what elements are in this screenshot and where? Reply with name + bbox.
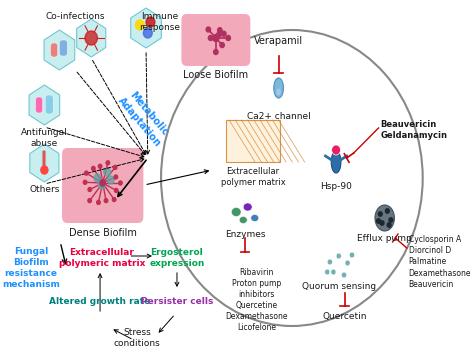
Text: Loose Biofilm: Loose Biofilm <box>183 70 248 80</box>
Circle shape <box>220 43 224 48</box>
Circle shape <box>385 209 389 213</box>
Circle shape <box>118 181 122 185</box>
FancyBboxPatch shape <box>36 97 43 113</box>
Text: Ca2+ channel: Ca2+ channel <box>247 112 310 121</box>
Circle shape <box>222 31 226 36</box>
Text: Altered growth rate: Altered growth rate <box>48 297 150 306</box>
FancyBboxPatch shape <box>182 14 250 66</box>
Text: Quercetin: Quercetin <box>323 312 367 321</box>
Ellipse shape <box>276 88 281 95</box>
Circle shape <box>389 218 393 222</box>
Circle shape <box>88 199 91 203</box>
Text: Beauvericin
Geldanamycin: Beauvericin Geldanamycin <box>380 120 447 140</box>
Polygon shape <box>30 144 59 182</box>
Text: Ergosterol
expression: Ergosterol expression <box>149 248 205 268</box>
Text: Metabolic
Adaptation: Metabolic Adaptation <box>116 87 173 149</box>
Circle shape <box>380 221 384 225</box>
Circle shape <box>84 171 88 175</box>
Circle shape <box>88 187 91 191</box>
Polygon shape <box>77 19 106 57</box>
Circle shape <box>213 35 219 41</box>
Text: Stress
conditions: Stress conditions <box>114 328 161 348</box>
Circle shape <box>100 180 105 186</box>
Circle shape <box>97 201 100 205</box>
Text: Efflux pump: Efflux pump <box>357 234 412 243</box>
Circle shape <box>104 168 110 176</box>
Text: Cyclosporin A
Diorcinol D
Palmatine
Dexamethasone
Beauvericin: Cyclosporin A Diorcinol D Palmatine Dexa… <box>409 235 471 289</box>
Text: Hsp-90: Hsp-90 <box>320 182 352 191</box>
Ellipse shape <box>231 207 241 217</box>
Circle shape <box>98 164 102 168</box>
Circle shape <box>206 27 210 32</box>
Ellipse shape <box>239 217 247 223</box>
Circle shape <box>332 145 340 155</box>
Text: Persister cells: Persister cells <box>141 297 213 306</box>
Circle shape <box>107 176 114 184</box>
Text: Verapamil: Verapamil <box>254 36 303 46</box>
Circle shape <box>41 166 48 174</box>
Circle shape <box>85 31 98 45</box>
Text: Antifungal
abuse: Antifungal abuse <box>21 128 68 148</box>
Ellipse shape <box>251 214 259 222</box>
Text: Co-infections: Co-infections <box>46 12 105 21</box>
Text: Others: Others <box>29 185 60 194</box>
Circle shape <box>143 28 152 38</box>
Text: Immune
response: Immune response <box>139 12 180 32</box>
Circle shape <box>376 219 381 223</box>
Circle shape <box>98 181 105 189</box>
Circle shape <box>349 252 355 258</box>
Text: Extracellular
polymeric matrix: Extracellular polymeric matrix <box>59 248 145 268</box>
Ellipse shape <box>274 78 283 98</box>
Circle shape <box>378 212 382 216</box>
Circle shape <box>209 36 213 40</box>
Circle shape <box>217 32 221 37</box>
FancyBboxPatch shape <box>226 120 281 162</box>
Text: Enzymes: Enzymes <box>225 230 265 239</box>
Text: Quorum sensing: Quorum sensing <box>301 282 376 291</box>
FancyBboxPatch shape <box>59 40 67 56</box>
Circle shape <box>136 20 144 30</box>
Circle shape <box>342 272 346 278</box>
Ellipse shape <box>375 205 394 231</box>
Circle shape <box>112 198 116 202</box>
Circle shape <box>113 165 117 169</box>
Polygon shape <box>131 8 161 48</box>
Circle shape <box>331 269 336 275</box>
Circle shape <box>94 174 101 182</box>
Circle shape <box>214 50 218 55</box>
Ellipse shape <box>243 203 252 211</box>
Circle shape <box>106 161 109 165</box>
Circle shape <box>114 189 118 193</box>
Text: Extracellular
polymer matrix: Extracellular polymer matrix <box>220 167 285 187</box>
Circle shape <box>91 166 95 170</box>
Text: Dense Biofilm: Dense Biofilm <box>69 228 137 238</box>
Circle shape <box>325 269 330 275</box>
FancyBboxPatch shape <box>45 95 53 114</box>
Circle shape <box>226 36 230 40</box>
Polygon shape <box>44 30 75 70</box>
Circle shape <box>336 253 341 259</box>
Polygon shape <box>29 85 60 125</box>
Circle shape <box>328 259 332 265</box>
Circle shape <box>114 175 118 179</box>
FancyBboxPatch shape <box>62 148 143 223</box>
Circle shape <box>345 260 350 266</box>
Text: Fungal
Biofilm
resistance
mechanism: Fungal Biofilm resistance mechanism <box>2 247 60 289</box>
Circle shape <box>83 180 87 184</box>
Circle shape <box>104 199 108 203</box>
Circle shape <box>146 17 155 27</box>
Circle shape <box>387 223 391 227</box>
Text: Ribavirin
Proton pump
inhibitors
Quercetine
Dexamethasone
Licofelone: Ribavirin Proton pump inhibitors Quercet… <box>225 268 288 332</box>
Ellipse shape <box>331 151 341 173</box>
FancyBboxPatch shape <box>51 43 58 57</box>
Circle shape <box>218 28 222 33</box>
